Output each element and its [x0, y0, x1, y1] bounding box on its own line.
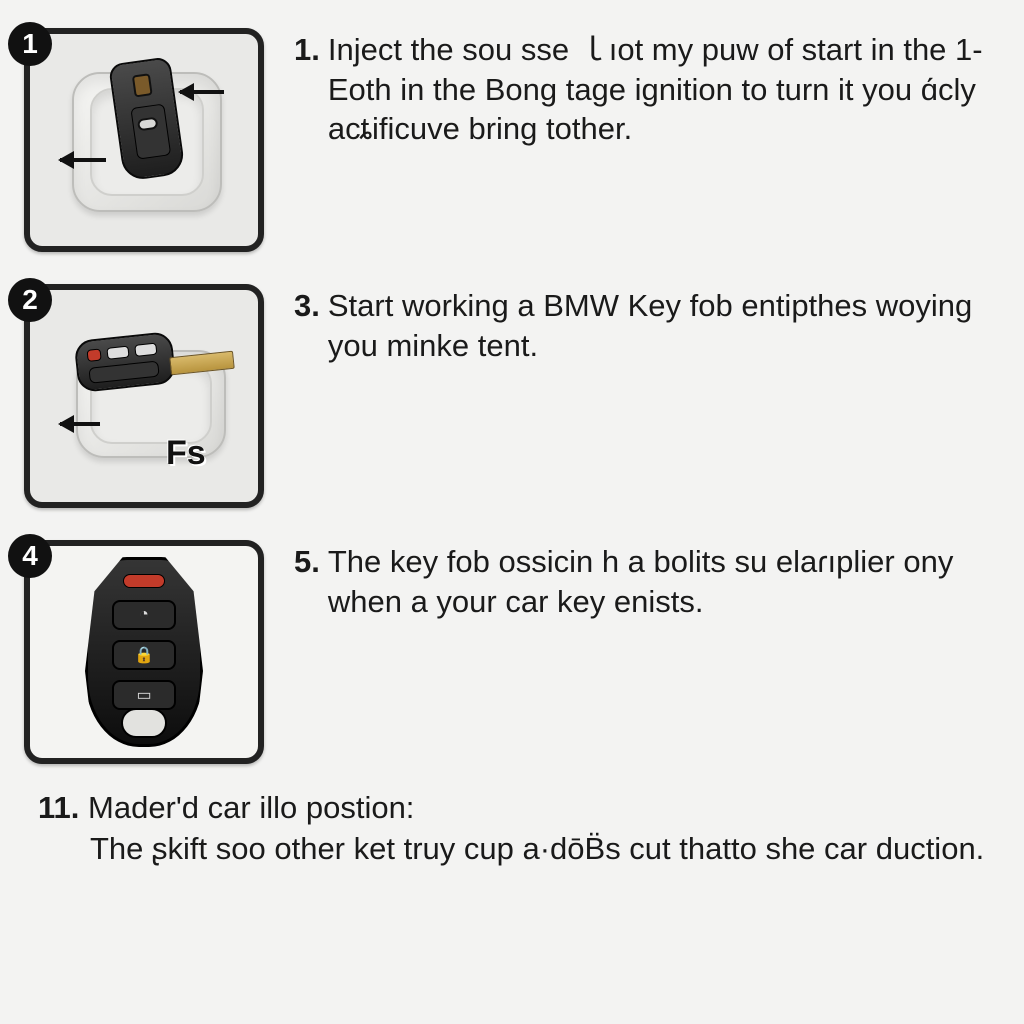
remote-fob-illustration: ◔ 🔒 ▭ [85, 557, 203, 747]
step-body-1: Inject the sou sse ｌıot my puw of start … [328, 30, 988, 149]
step-badge-2: 2 [8, 278, 52, 322]
fob-button-lock-icon: 🔒 [112, 640, 176, 670]
fs-label: Fs [166, 434, 206, 473]
step-row-1: 1 1. Inject the sou sse ｌıot my puw of s… [24, 28, 988, 252]
step-left-1: 1 [24, 28, 264, 252]
fob-in-ignition-illustration [54, 50, 234, 230]
step-text-2: 3. Start working a BMW Key fob entipthes… [294, 284, 988, 365]
step-text-3: 5. The key fob ossicin h a bolits su ela… [294, 540, 988, 621]
step-number-1: 1. [294, 30, 320, 149]
step-left-3: 4 ◔ 🔒 ▭ [24, 540, 264, 764]
step-left-2: 2 Fs [24, 284, 264, 508]
step-number-3: 5. [294, 542, 320, 621]
step-badge-1: 1 [8, 22, 52, 66]
step-number-2: 3. [294, 286, 320, 365]
step-text-1: 1. Inject the sou sse ｌıot my puw of sta… [294, 28, 988, 149]
step-badge-3: 4 [8, 534, 52, 578]
fob-keyring [121, 708, 167, 738]
arrow-left-icon [60, 422, 100, 426]
fob-button-clock-icon: ◔ [112, 600, 176, 630]
illustration-frame-3: ◔ 🔒 ▭ [24, 540, 264, 764]
illustration-frame-2: Fs [24, 284, 264, 508]
fob-button-trunk-icon: ▭ [112, 680, 176, 710]
step-body-3: The key fob ossicin h a bolits su elaɾıp… [328, 542, 988, 621]
footer-title: Mader'd car illo postion: [88, 790, 414, 825]
illustration-frame-1 [24, 28, 264, 252]
arrow-left-icon [60, 158, 106, 162]
step-row-3: 4 ◔ 🔒 ▭ 5. The key fob ossicin h a bolit… [24, 540, 988, 764]
footer-step: 11. Mader'd car illo postion: The ʂkift … [24, 788, 988, 870]
step-body-2: Start working a BMW Key fob entipthes wo… [328, 286, 988, 365]
footer-number: 11. [38, 790, 79, 825]
footer-body: The ʂkift soo other ket truy cup a·dōB̈s… [38, 829, 988, 870]
step-row-2: 2 Fs 3. Start working a BMW Key fob enti… [24, 284, 988, 508]
arrow-right-icon [180, 90, 224, 94]
panic-button-icon [123, 574, 165, 588]
key-with-blade-illustration: Fs [54, 306, 234, 486]
